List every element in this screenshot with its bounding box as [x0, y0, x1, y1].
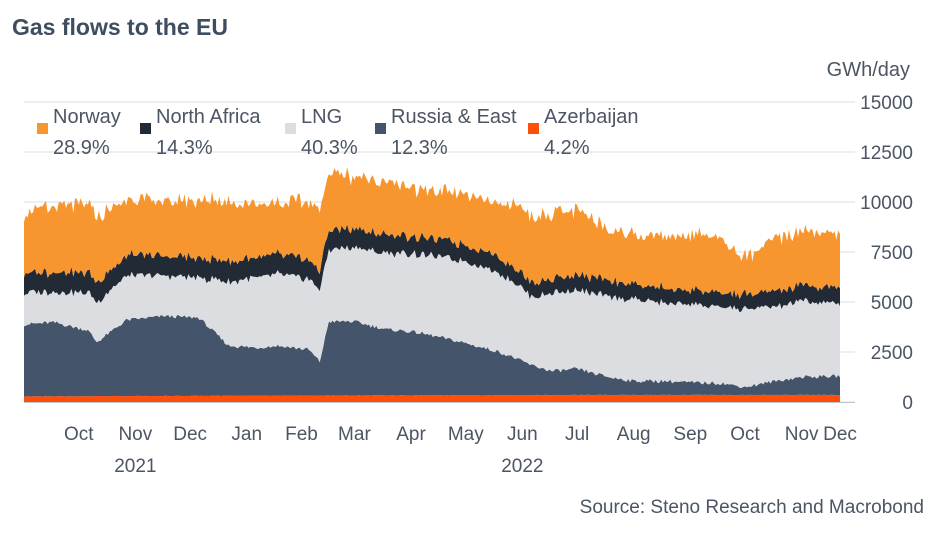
x-tick-label: Nov — [785, 424, 819, 445]
x-tick-label: Dec — [173, 424, 207, 445]
legend-item: Azerbaijan 4.2% — [528, 106, 639, 159]
y-tick-label: 15000 — [860, 93, 913, 114]
legend-swatch — [375, 123, 386, 134]
legend-label: Azerbaijan — [544, 106, 639, 128]
y-tick-label: 0 — [902, 393, 913, 414]
legend-item: LNG 40.3% — [285, 106, 358, 159]
legend-label: LNG — [301, 106, 342, 128]
x-tick-label: Oct — [64, 424, 94, 445]
y-tick-label: 10000 — [860, 193, 913, 214]
source-note: Source: Steno Research and Macrobond — [580, 497, 924, 518]
x-tick-label: Jul — [565, 424, 589, 445]
legend-label: Norway — [53, 106, 121, 128]
y-tick-label: 5000 — [871, 293, 913, 314]
legend-share: 40.3% — [301, 137, 358, 159]
x-year-label: 2021 — [114, 456, 156, 477]
legend-swatch — [285, 123, 296, 134]
area-layer — [24, 167, 840, 402]
chart-title: Gas flows to the EU — [12, 14, 228, 40]
legend-swatch — [37, 123, 48, 134]
legend-item: North Africa 14.3% — [140, 106, 261, 159]
area-series-russia-east — [24, 314, 840, 397]
y-tick-label: 7500 — [871, 243, 913, 264]
x-tick-label: Feb — [285, 424, 318, 445]
legend-swatch — [528, 123, 539, 134]
legend-item: Norway 28.9% — [37, 106, 121, 159]
legend-share: 4.2% — [544, 137, 590, 159]
x-tick-label: Sep — [673, 424, 707, 445]
legend-label: North Africa — [156, 106, 261, 128]
x-tick-label: Mar — [338, 424, 371, 445]
x-tick-label: Aug — [617, 424, 651, 445]
x-tick-label: Jan — [231, 424, 262, 445]
area-series-north-africa — [24, 224, 840, 313]
legend-swatch — [140, 123, 151, 134]
legend: Norway 28.9% North Africa 14.3% LNG 40.3% Russ… — [37, 106, 639, 159]
legend-share: 12.3% — [391, 137, 448, 159]
x-tick-label: Jun — [507, 424, 538, 445]
legend-share: 28.9% — [53, 137, 110, 159]
x-tick-label: Apr — [396, 424, 426, 445]
y-tick-label: 12500 — [860, 143, 913, 164]
x-tick-label: Oct — [730, 424, 760, 445]
x-tick-label: May — [448, 424, 484, 445]
area-series-azerbaijan — [24, 394, 840, 402]
area-series-norway — [24, 167, 840, 300]
legend-item: Russia & East 12.3% — [375, 106, 517, 159]
area-series-lng — [24, 245, 840, 388]
legend-label: Russia & East — [391, 106, 517, 128]
y-unit-label: GWh/day — [827, 59, 910, 81]
legend-share: 14.3% — [156, 137, 213, 159]
x-year-label: 2022 — [501, 456, 543, 477]
x-tick-label: Dec — [823, 424, 857, 445]
x-tick-label: Nov — [118, 424, 152, 445]
y-tick-label: 2500 — [871, 343, 913, 364]
